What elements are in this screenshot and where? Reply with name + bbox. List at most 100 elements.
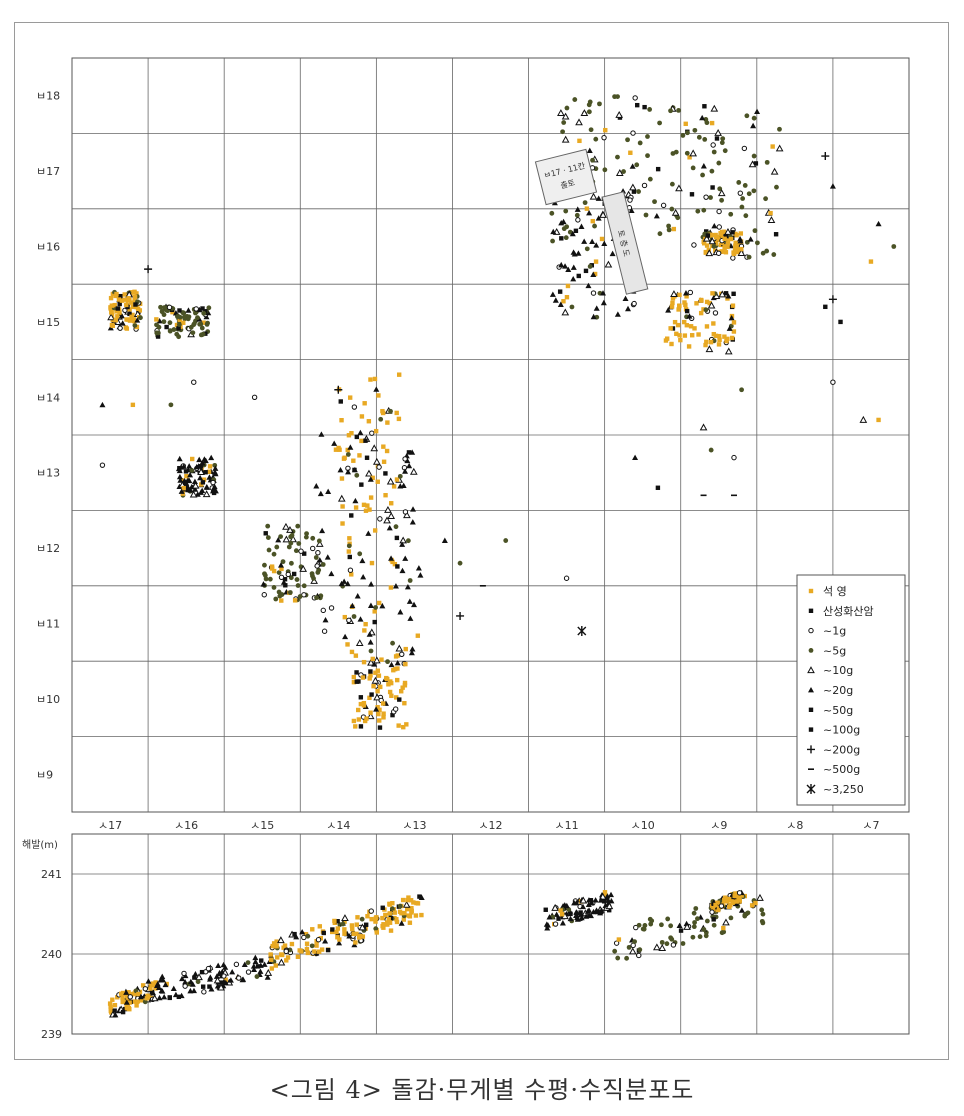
circle-filled-marker (697, 934, 703, 940)
square-orange-marker (367, 507, 372, 512)
circle-filled-marker (310, 535, 316, 541)
triangle-filled-marker (590, 313, 597, 320)
circle-filled-marker (397, 903, 403, 909)
square-orange-marker (269, 566, 275, 571)
triangle-filled-marker (544, 922, 551, 928)
circle-filled-marker (309, 571, 315, 576)
circle-filled-marker (701, 207, 707, 213)
circle-filled-marker (626, 944, 632, 950)
triangle-filled-marker (186, 463, 193, 469)
circle-open-marker (808, 627, 814, 634)
circle-open-marker (298, 548, 304, 554)
legend-label: ~1g (823, 625, 846, 638)
triangle-filled-marker (392, 583, 399, 589)
square-orange-marker (132, 297, 137, 303)
square-orange-marker (270, 943, 275, 949)
triangle-filled-marker (367, 602, 374, 608)
circle-filled-marker (657, 120, 662, 126)
triangle-open-marker (277, 958, 286, 966)
square-orange-marker (353, 724, 358, 729)
square-orange-marker (768, 210, 773, 216)
circle-filled-marker (719, 197, 725, 203)
square-orange-marker (686, 344, 692, 349)
triangle-filled-marker (593, 305, 600, 311)
circle-open-marker (328, 605, 335, 611)
circle-open-marker (627, 197, 633, 203)
triangle-filled-marker (347, 444, 354, 450)
square-orange-marker (770, 144, 775, 149)
square-orange-marker (734, 249, 740, 255)
circle-filled-marker (315, 570, 321, 575)
triangle-open-marker (557, 109, 565, 117)
square-orange-marker (376, 673, 382, 678)
square-orange-marker (146, 993, 151, 998)
square-orange-marker (387, 920, 393, 925)
square-filled-marker (601, 899, 607, 904)
circle-filled-marker (564, 224, 570, 230)
triangle-filled-marker (586, 907, 593, 913)
triangle-filled-marker (552, 297, 559, 303)
circle-filled-marker (696, 134, 702, 140)
square-orange-marker (692, 326, 697, 331)
square-orange-marker (362, 401, 367, 406)
circle-open-marker (601, 134, 607, 141)
square-filled-marker (773, 232, 779, 237)
square-orange-marker (268, 957, 274, 962)
x-tick-label: ㅅ14 (326, 819, 350, 832)
triangle-open-marker (289, 535, 298, 543)
triangle-open-marker (409, 467, 418, 475)
circle-filled-marker (206, 305, 212, 311)
square-filled-marker (354, 679, 360, 684)
square-orange-marker (349, 431, 354, 436)
circle-filled-marker (314, 595, 319, 601)
square-orange-marker (110, 323, 116, 328)
circle-open-marker (636, 952, 642, 959)
square-orange-marker (312, 949, 317, 954)
square-orange-marker (355, 915, 360, 920)
circle-open-marker (401, 465, 408, 471)
circle-open-marker (716, 224, 722, 230)
triangle-filled-marker (155, 984, 162, 991)
square-filled-marker (390, 712, 395, 718)
square-orange-marker (380, 915, 385, 921)
square-orange-marker (707, 300, 712, 306)
triangle-open-marker (402, 900, 411, 908)
triangle-filled-marker (186, 477, 193, 484)
square-orange-marker (299, 949, 304, 954)
square-filled-marker (282, 577, 288, 582)
y-tick-label: ㅂ10 (36, 693, 60, 706)
circle-open-marker (563, 575, 570, 581)
square-orange-marker (711, 321, 716, 326)
square-orange-marker (723, 250, 729, 255)
circle-open-marker (613, 940, 620, 946)
circle-filled-marker (266, 547, 272, 553)
circle-open-marker (205, 965, 212, 972)
circle-filled-marker (388, 408, 393, 414)
plan-view-grid (71, 57, 910, 813)
square-filled-marker (199, 969, 205, 975)
triangle-filled-marker (185, 307, 192, 313)
square-filled-marker (203, 309, 208, 314)
triangle-filled-marker (229, 968, 236, 975)
square-filled-marker (291, 571, 297, 577)
square-orange-marker (602, 890, 608, 895)
square-orange-marker (349, 572, 354, 577)
square-orange-marker (115, 995, 120, 1000)
square-orange-marker (403, 646, 408, 652)
triangle-filled-marker (137, 993, 144, 1000)
triangle-filled-marker (588, 899, 595, 906)
triangle-open-marker (658, 944, 667, 951)
triangle-open-marker (710, 104, 719, 112)
square-orange-marker (134, 1003, 139, 1008)
triangle-filled-marker (275, 537, 282, 543)
square-orange-marker (124, 326, 130, 331)
triangle-filled-marker (406, 462, 413, 469)
circle-filled-marker (636, 922, 642, 928)
triangle-filled-marker (162, 981, 169, 988)
triangle-filled-marker (293, 933, 300, 940)
circle-filled-marker (751, 188, 757, 194)
square-orange-marker (737, 893, 742, 899)
circle-filled-marker (703, 117, 709, 122)
triangle-filled-marker (118, 312, 125, 319)
triangle-filled-marker (415, 565, 422, 571)
